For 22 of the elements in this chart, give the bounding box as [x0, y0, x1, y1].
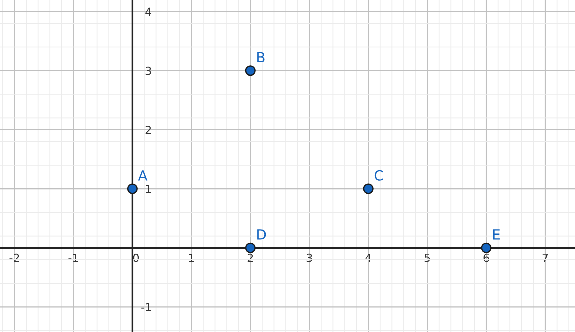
annotation: A	[138, 170, 148, 181]
point	[127, 184, 138, 194]
annotation: C	[374, 170, 384, 181]
y-tick-label: 2	[146, 126, 152, 134]
annotation: E	[493, 230, 500, 240]
x-tick-label: 7	[542, 254, 548, 262]
x-tick-label: 3	[306, 254, 312, 262]
point	[245, 66, 256, 76]
x-tick-label: -1	[68, 254, 78, 262]
x-tick-label: 1	[189, 254, 194, 262]
y-tick-label: 1	[146, 185, 152, 194]
annotation: D	[258, 230, 266, 240]
point	[363, 184, 374, 194]
x-tick-label: 5	[424, 254, 430, 262]
point	[481, 242, 492, 254]
point	[245, 242, 256, 254]
y-tick-label: 4	[146, 8, 152, 16]
x-tick-label: -2	[10, 254, 20, 262]
x-tick-label: 2	[248, 254, 254, 262]
y-tick-label: 3	[146, 66, 152, 76]
annotation: B	[258, 52, 265, 63]
y-tick-label: -1	[142, 303, 152, 312]
